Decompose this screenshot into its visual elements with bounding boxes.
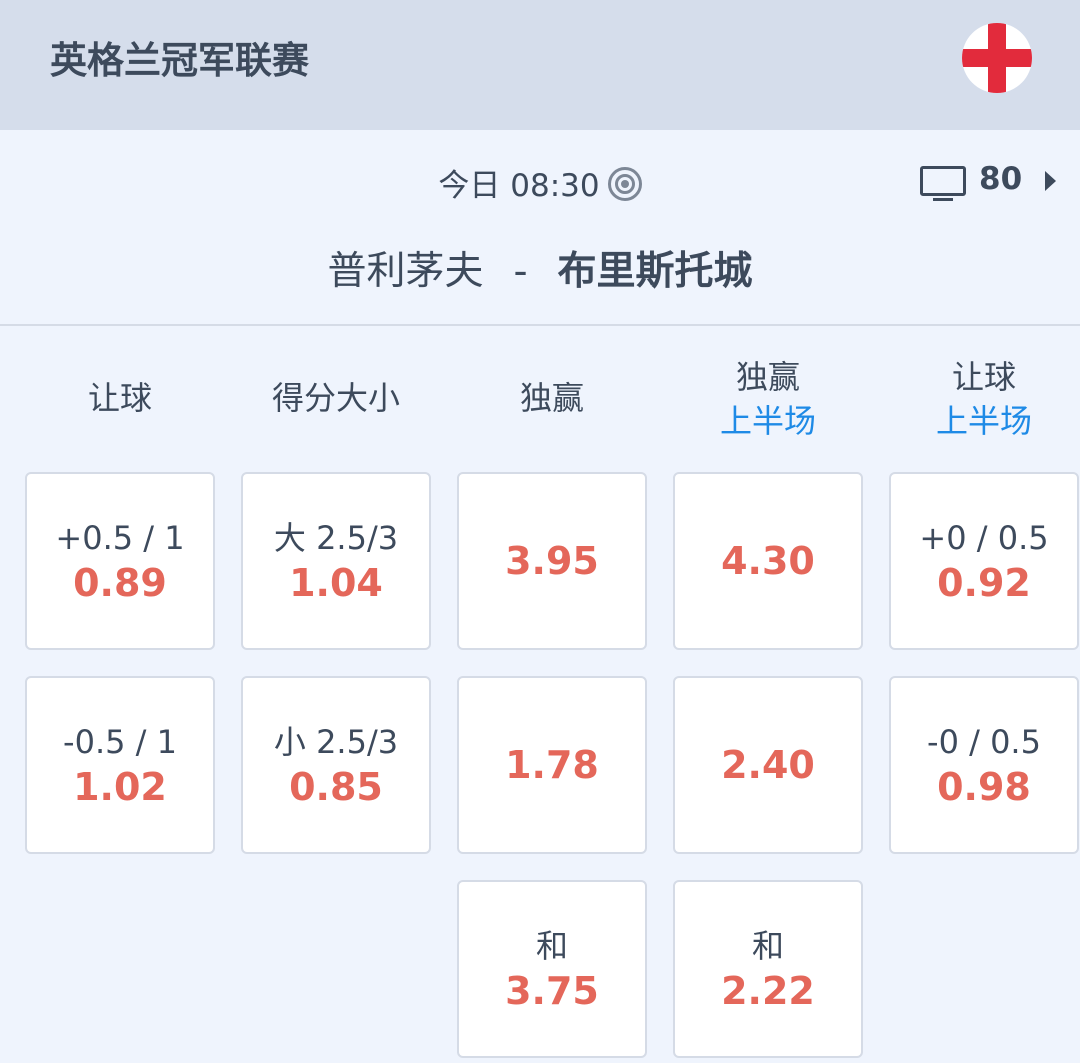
- live-target-icon[interactable]: [607, 167, 642, 201]
- odds-button[interactable]: 和 3.75: [457, 880, 647, 1058]
- column-header: 独赢: [457, 376, 647, 420]
- league-title: 英格兰冠军联赛: [50, 39, 309, 82]
- column-header: 让球 上半场: [889, 355, 1079, 443]
- odds-value: 4.30: [721, 539, 815, 583]
- england-flag-icon: [962, 23, 1032, 93]
- odds-button[interactable]: 4.30: [673, 472, 863, 650]
- odds-button[interactable]: 和 2.22: [673, 880, 863, 1058]
- odds-button[interactable]: 2.40: [673, 676, 863, 854]
- away-team: 布里斯托城: [557, 249, 753, 294]
- column-title: 独赢: [519, 379, 584, 417]
- odds-value: 1.02: [73, 765, 167, 809]
- column-title: 让球: [951, 358, 1016, 396]
- home-team: 普利茅夫: [327, 249, 484, 294]
- odds-button[interactable]: 1.78: [457, 676, 647, 854]
- odds-value: 1.78: [505, 743, 599, 787]
- odds-button[interactable]: 大 2.5/3 1.04: [241, 472, 431, 650]
- odds-label: +0.5 / 1: [55, 519, 185, 557]
- odds-button[interactable]: 3.95: [457, 472, 647, 650]
- column-header: 得分大小: [241, 376, 431, 420]
- match-time-row: 今日 08:30: [0, 160, 1080, 205]
- teams: 普利茅夫 - 布里斯托城: [0, 240, 1080, 296]
- league-header: 英格兰冠军联赛: [0, 0, 1080, 130]
- odds-value: 0.89: [73, 561, 167, 605]
- match-time: 今日 08:30: [438, 168, 600, 204]
- odds-label: 和: [535, 927, 568, 965]
- tv-icon[interactable]: [920, 166, 966, 201]
- column-title: 让球: [87, 379, 152, 417]
- odds-value: 0.85: [289, 765, 383, 809]
- odds-label: 小 2.5/3: [273, 723, 399, 761]
- market-count[interactable]: 80: [979, 161, 1023, 197]
- odds-button[interactable]: -0 / 0.5 0.98: [889, 676, 1079, 854]
- odds-label: 大 2.5/3: [273, 519, 399, 557]
- column-header: 让球: [25, 376, 215, 420]
- odds-value: 2.40: [721, 743, 815, 787]
- odds-button[interactable]: 小 2.5/3 0.85: [241, 676, 431, 854]
- odds-button[interactable]: +0 / 0.5 0.92: [889, 472, 1079, 650]
- odds-value: 2.22: [721, 969, 815, 1013]
- team-separator: -: [513, 249, 528, 294]
- divider: [0, 324, 1080, 326]
- odds-button[interactable]: +0.5 / 1 0.89: [25, 472, 215, 650]
- odds-label: -0.5 / 1: [63, 723, 177, 761]
- column-title: 独赢: [735, 358, 800, 396]
- odds-value: 0.98: [937, 765, 1031, 809]
- odds-label: +0 / 0.5: [919, 519, 1049, 557]
- column-subtitle: 上半场: [935, 402, 1032, 440]
- odds-value: 3.95: [505, 539, 599, 583]
- chevron-right-icon[interactable]: [1045, 171, 1056, 191]
- odds-label: 和: [751, 927, 784, 965]
- column-subtitle: 上半场: [719, 402, 816, 440]
- odds-value: 0.92: [937, 561, 1031, 605]
- column-header: 独赢 上半场: [673, 355, 863, 443]
- odds-label: -0 / 0.5: [927, 723, 1041, 761]
- odds-button[interactable]: -0.5 / 1 1.02: [25, 676, 215, 854]
- odds-value: 1.04: [289, 561, 383, 605]
- odds-value: 3.75: [505, 969, 599, 1013]
- column-title: 得分大小: [271, 379, 400, 417]
